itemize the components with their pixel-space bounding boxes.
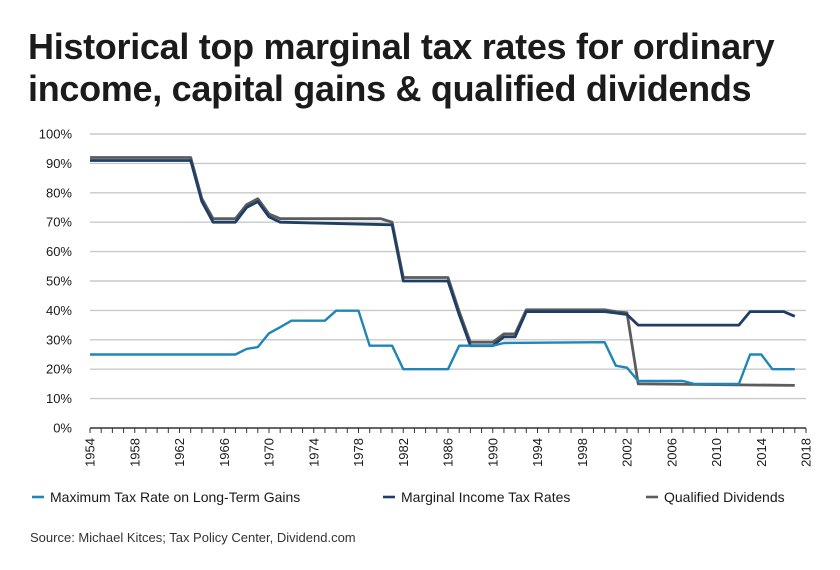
- legend-item-0: Maximum Tax Rate on Long-Term Gains: [32, 489, 300, 505]
- x-tick-label: 1966: [217, 438, 232, 467]
- y-tick-label: 40%: [46, 303, 72, 318]
- y-tick-label: 50%: [46, 274, 72, 289]
- y-tick-label: 20%: [46, 362, 72, 377]
- y-tick-label: 10%: [46, 391, 72, 406]
- x-tick-label: 2010: [709, 438, 724, 467]
- x-tick-label: 2018: [799, 438, 814, 467]
- x-tick-label: 1990: [485, 438, 500, 467]
- x-tick-label: 2006: [664, 438, 679, 467]
- legend-item-2: Qualified Dividends: [646, 489, 785, 505]
- x-tick-label: 1994: [530, 438, 545, 467]
- source-note: Source: Michael Kitces; Tax Policy Cente…: [30, 530, 356, 545]
- series-line-0: [90, 311, 795, 384]
- y-tick-label: 100%: [39, 127, 73, 142]
- y-tick-label: 60%: [46, 244, 72, 259]
- x-tick-label: 1970: [262, 438, 277, 467]
- legend-label: Maximum Tax Rate on Long-Term Gains: [50, 489, 300, 505]
- x-tick-label: 1978: [351, 438, 366, 467]
- legend-label: Qualified Dividends: [664, 489, 785, 505]
- legend-item-1: Marginal Income Tax Rates: [383, 489, 570, 505]
- x-tick-label: 1962: [172, 438, 187, 467]
- line-chart: 0% 10% 20% 30% 40% 50% 60% 70% 80% 90% 100% 1954 195…: [0, 0, 840, 570]
- x-tick-label: 1998: [575, 438, 590, 467]
- series-line-1: [90, 161, 795, 346]
- y-tick-label: 70%: [46, 215, 72, 230]
- legend-label: Marginal Income Tax Rates: [401, 489, 570, 505]
- series-line-2: [90, 158, 795, 386]
- y-tick-label: 90%: [46, 156, 72, 171]
- y-tick-label: 0%: [53, 421, 72, 436]
- x-tick-label: 2014: [754, 438, 769, 467]
- x-tick-label: 1974: [306, 438, 321, 467]
- x-tick-label: 1986: [441, 438, 456, 467]
- y-tick-label: 30%: [46, 332, 72, 347]
- x-tick-label: 1954: [83, 438, 98, 467]
- y-tick-label: 80%: [46, 185, 72, 200]
- x-tick-label: 1958: [127, 438, 142, 467]
- x-tick-label: 2002: [620, 438, 635, 467]
- x-tick-label: 1982: [396, 438, 411, 467]
